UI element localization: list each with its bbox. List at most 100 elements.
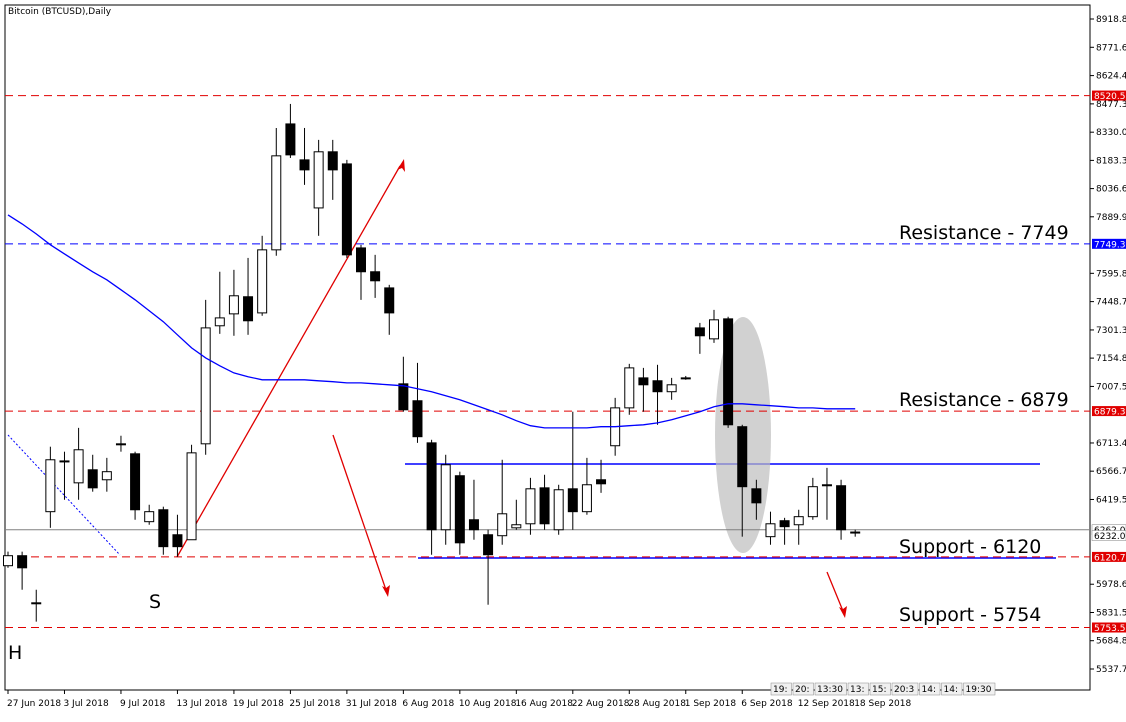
candle-body [313,151,324,209]
candle-body [850,531,861,534]
y-tick-label: 5831.5 [1096,609,1126,619]
candle-body [765,523,776,538]
candle-body [694,327,705,337]
plot-frame [4,4,1091,691]
y-tick-label: 6566.7 [1096,467,1126,477]
x-tick-label: 6 Sep 2018 [741,699,793,709]
candle-body [483,534,494,556]
candle-body [285,123,296,156]
tab [814,682,847,696]
tab-label: 15: [872,685,886,695]
candle-body [299,159,310,171]
y-tick-label: 8771.6 [1096,43,1126,53]
candle-body [723,318,734,426]
marks: 8918.8 8771.6 8624.4 8477.3 8330.0 8183.3 8036… [3,15,1126,709]
tab-label: 13: [850,685,864,695]
tab [847,682,869,696]
candle-body [130,453,141,511]
level-label-box [1092,90,1126,101]
candle-body [200,327,211,445]
candle-body [440,464,451,531]
candle-body [158,509,169,548]
candle-body [327,151,338,171]
candle-body [821,484,832,487]
x-tick-label: 22 Aug 2018 [572,699,630,709]
annotation: S [149,591,161,613]
annotation: Resistance - 7749 [899,222,1069,244]
candle-body [356,247,366,273]
tab-label: 20:3 [894,685,914,695]
arrow-head [397,159,405,172]
level-label-box [1092,406,1126,417]
tab-label: 19:30 [966,685,992,695]
y-tick-label: 7007.5 [1096,382,1126,392]
candle-body [511,524,522,529]
tab [963,682,996,696]
tab-label: 14: [944,685,958,695]
candle-body [115,443,126,446]
y-tick-label: 8477.3 [1096,100,1126,110]
x-tick-label: 27 Jun 2018 [7,699,61,709]
arrow-head [839,606,847,618]
y-tick-label: 5978.6 [1096,580,1126,590]
candle-body [228,295,239,315]
tab [869,682,891,696]
level-label: 7749.3 [1094,240,1126,250]
level-label-box [1091,530,1126,541]
candle-body [257,249,268,314]
candle-body [652,380,663,393]
candle-body [807,486,818,518]
x-tick-label: 18 Sep 2018 [854,699,911,709]
candle-body [836,485,847,531]
candle-body [539,487,550,525]
candle-body [370,271,381,282]
level-label: 5753.5 [1094,624,1126,634]
candle-body [779,520,790,528]
y-tick-label: 5537.7 [1096,665,1126,675]
candle-body [214,317,225,327]
dotted-trendline [7,434,121,556]
annotation: Resistance - 6879 [899,389,1069,411]
candle-body [271,155,282,251]
candle-body [666,384,677,393]
x-tick-label: 19 Jul 2018 [233,699,284,709]
candle-body [709,319,719,340]
candle-body [87,469,98,489]
y-tick-label: 6713.4 [1096,439,1126,449]
level-label: 6879.3 [1094,408,1126,418]
y-tick-label: 7301.3 [1096,326,1126,336]
candle-body [624,367,635,409]
tab-label: 13:30 [817,685,843,695]
x-tick-label: 3 Jul 2018 [63,699,108,709]
arrow-line [332,434,387,591]
y-tick-label: 7595.8 [1096,269,1126,279]
x-tick-label: 6 Aug 2018 [402,699,454,709]
candle-body [596,479,607,485]
y-tick-label: 7889.9 [1096,213,1126,223]
tab [792,682,814,696]
candle-body [737,426,748,488]
y-tick-label: 7154.8 [1096,354,1126,364]
candle-body [412,400,423,438]
candle-body [454,475,465,544]
arrow-line [176,165,401,558]
candle-body [567,488,578,513]
arrow-head [382,585,390,597]
level-label-box [1092,551,1126,562]
candle-body [31,602,42,605]
x-tick-label: 13 Jul 2018 [176,699,227,709]
x-tick-label: 1 Sep 2018 [685,699,737,709]
moving-average [7,214,856,429]
candle-body [497,513,508,537]
tab [891,682,919,696]
annotation: Support - 6120 [899,536,1041,558]
y-tick-label: 8624.4 [1096,72,1126,82]
x-tick-label: 25 Jul 2018 [289,699,340,709]
candle-body [101,471,112,481]
y-tick-label: 8918.8 [1096,15,1126,25]
level-label-box [1092,238,1126,249]
candle-body [45,459,56,513]
level-label: 6232.0 [1094,532,1126,542]
x-tick-label: 28 Aug 2018 [628,699,686,709]
